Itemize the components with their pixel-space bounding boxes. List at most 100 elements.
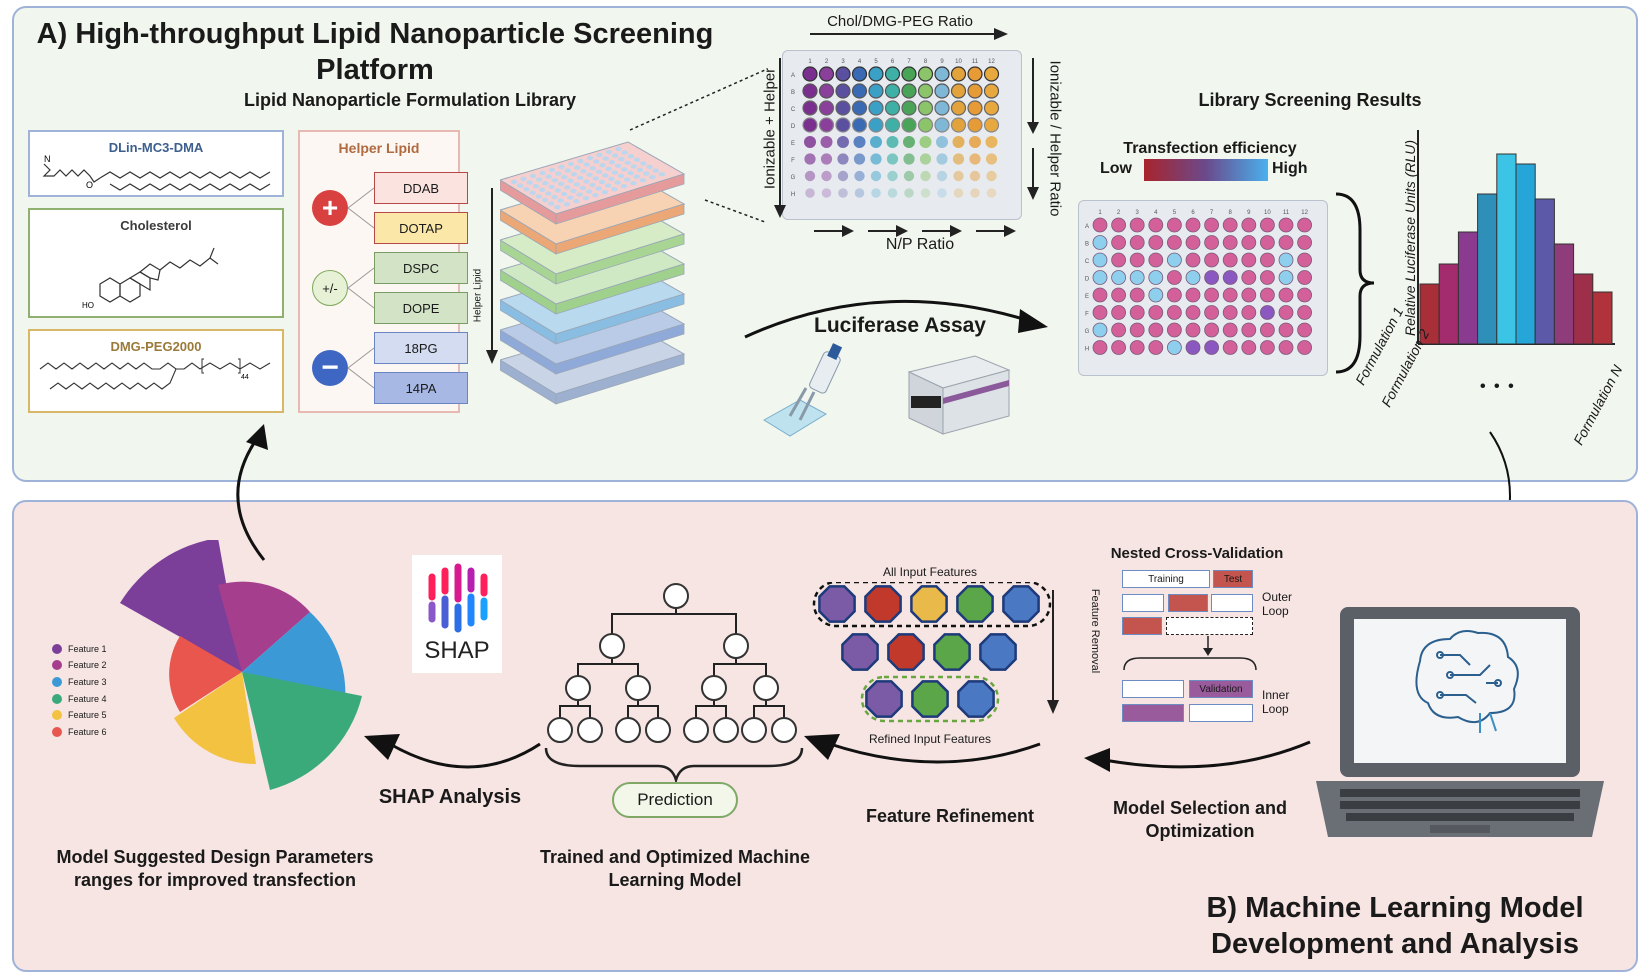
gradient-high: High: [1272, 160, 1308, 177]
results-well: [1185, 217, 1201, 233]
plate-well: [886, 136, 899, 148]
plate-well: [934, 83, 950, 99]
plate-well: [969, 136, 981, 148]
results-well: [1092, 217, 1108, 233]
results-well: [1278, 305, 1294, 320]
plate-col-label: 8: [924, 59, 928, 65]
plate-col-label: 7: [907, 59, 911, 65]
trained-model-label: Trained and Optimized Machine Learning M…: [539, 847, 811, 890]
results-title: Library Screening Results: [1198, 90, 1422, 110]
stack-well: [592, 176, 599, 181]
results-row-label: G: [1085, 329, 1090, 335]
stack-well: [627, 170, 634, 176]
legend-item: Feature 1: [52, 644, 107, 654]
plate-well: [983, 66, 1000, 82]
inner-fold-block: [1122, 704, 1184, 722]
plate-axis-bottom: N/P Ratio: [885, 236, 955, 253]
lipid-name: DMG-PEG2000: [110, 339, 202, 354]
stack-plate-side: [555, 203, 685, 255]
stack-plate-side: [555, 173, 685, 225]
panel-b-title: B) Machine Learning Model Development an…: [1206, 892, 1584, 960]
results-row-label: H: [1085, 347, 1089, 353]
stack-well: [529, 173, 537, 179]
stack-plate-side: [555, 293, 685, 345]
plate-row-label: F: [791, 158, 795, 164]
luciferase-assay-label: Luciferase Assay: [814, 314, 986, 337]
bar: [1496, 153, 1517, 345]
minus-icon: −: [312, 350, 348, 386]
feature-octagon: [865, 680, 903, 718]
results-well: [1111, 287, 1126, 303]
stack-well: [579, 185, 587, 191]
lipid-card-cholesterol: Cholesterol HO: [28, 208, 284, 318]
results-well: [1167, 235, 1182, 250]
stack-well: [573, 182, 580, 187]
plate-well: [969, 153, 981, 165]
stack-well: [621, 150, 628, 155]
plate-row-label: A: [791, 73, 795, 79]
results-well: [1222, 305, 1238, 320]
results-well: [1259, 340, 1275, 355]
plate-well: [821, 188, 832, 198]
back-to-library-arrow: [236, 424, 268, 561]
stack-well: [633, 157, 641, 162]
stack-well: [539, 170, 546, 176]
stack-well: [555, 171, 562, 176]
stack-well: [557, 198, 564, 203]
plate-well: [917, 117, 934, 133]
svg-text:HO: HO: [82, 301, 94, 310]
helper-lipid-title: Helper Lipid: [338, 140, 420, 156]
cholesterol-structure-icon: HO: [82, 247, 219, 310]
shap-logo: SHAP: [412, 555, 502, 673]
plate-well: [903, 153, 915, 165]
feature-octagons: [812, 582, 1052, 723]
tree-node: [615, 717, 641, 743]
legend-item: Feature 3: [52, 677, 107, 687]
stack-well: [586, 189, 593, 194]
plate-well: [804, 153, 816, 165]
plate-well: [868, 100, 884, 116]
plate-row-label: G: [791, 175, 796, 181]
stack-well: [627, 154, 635, 159]
stack-well: [617, 173, 625, 179]
plate-well: [969, 170, 981, 182]
results-well: [1241, 217, 1257, 233]
results-well: [1278, 340, 1294, 355]
stack-well: [576, 192, 583, 197]
inner-loop-bracket: [1123, 636, 1257, 671]
plate-well: [970, 188, 980, 198]
tree-node: [771, 717, 797, 743]
stack-well: [589, 182, 596, 188]
all-features-label: All Input Features: [882, 565, 978, 579]
stack-well: [658, 172, 666, 177]
plate-row-label: C: [791, 107, 796, 113]
results-well: [1222, 287, 1238, 303]
stack-well: [612, 153, 619, 158]
plate-well: [901, 83, 917, 99]
plate-well: [919, 136, 932, 148]
results-col-label: 5: [1173, 210, 1177, 216]
results-well: [1204, 322, 1220, 338]
tree-node: [625, 675, 651, 701]
results-well: [1222, 252, 1238, 268]
results-well: [1129, 305, 1145, 320]
stack-well: [541, 197, 549, 203]
refined-features-label: Refined Input Features: [868, 732, 992, 746]
stack-well: [589, 166, 597, 171]
plate-col-label: 2: [825, 59, 829, 65]
feature-octagon: [910, 585, 948, 623]
laptop-to-features-arrow: [1084, 740, 1311, 772]
results-well: [1259, 235, 1275, 250]
plate-col-label: 10: [955, 59, 962, 65]
results-well: [1092, 235, 1108, 250]
gradient-title: Transfection efficiency: [1123, 140, 1297, 157]
results-well: [1167, 305, 1182, 320]
stack-well: [624, 177, 631, 182]
results-col-label: 11: [1283, 210, 1290, 216]
plate-well: [950, 100, 967, 116]
bar: [1553, 243, 1575, 345]
stack-well: [608, 160, 616, 165]
plate-well: [937, 188, 947, 198]
stack-well: [564, 185, 571, 190]
